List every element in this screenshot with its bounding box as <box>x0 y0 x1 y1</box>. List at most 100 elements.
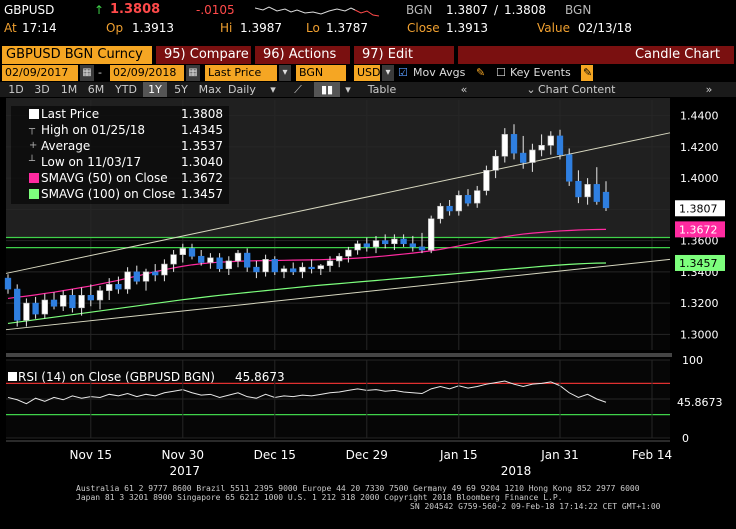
chart-type-button[interactable]: Candle Chart <box>458 46 734 64</box>
line-chart-icon[interactable]: ⟋ <box>294 83 302 96</box>
legend-swatch <box>29 109 39 119</box>
candle-body <box>336 255 343 262</box>
candle-body <box>32 302 39 315</box>
ask-source: BGN <box>565 3 592 17</box>
rsi-label: RSI (14) on Close (GBPUSD BGN) <box>18 370 215 384</box>
rsi-tick-label: 0 <box>682 432 689 445</box>
legend-item[interactable]: Last Price 1.3808 <box>11 106 229 122</box>
frequency-select[interactable]: Daily <box>228 83 256 96</box>
candle-body <box>262 259 269 273</box>
time-axis: Nov 15 Nov 30 Dec 15 Dec 29 Jan 15 Jan 31 Feb … <box>6 360 672 478</box>
period-ytd[interactable]: YTD <box>115 83 137 96</box>
price-tick-label: 1.3200 <box>680 297 719 310</box>
collapse-left-icon[interactable]: « <box>460 83 468 96</box>
candle-body <box>41 299 48 315</box>
legend-item[interactable]: ┴ Low on 11/03/17 1.3040 <box>11 154 229 170</box>
trend-line-upper <box>5 132 671 274</box>
price-grid <box>6 100 670 350</box>
candle-body <box>418 246 426 251</box>
date-tick-label: Jan 31 <box>540 448 579 462</box>
mov-avgs-checkbox-icon[interactable]: ☑ <box>398 66 408 79</box>
period-1y[interactable]: 1Y <box>143 82 167 97</box>
dropdown-icon[interactable]: ▾ <box>382 65 394 81</box>
calendar-icon[interactable]: ▦ <box>80 65 94 81</box>
candle-body <box>483 170 490 191</box>
candle-body <box>87 295 94 301</box>
key-events-checkbox-icon[interactable]: ☐ <box>496 66 506 79</box>
candle-body <box>363 243 370 248</box>
end-date-field[interactable]: 02/09/2018 <box>110 65 184 81</box>
period-5y[interactable]: 5Y <box>174 83 188 96</box>
edit-button[interactable]: 97) Edit <box>354 46 454 64</box>
candle-body <box>345 249 352 257</box>
candle-body <box>501 134 508 157</box>
chart-content-button[interactable]: Chart Content <box>538 83 616 96</box>
legend-item[interactable]: + Average 1.3537 <box>11 138 229 154</box>
dropdown-icon[interactable]: ▾ <box>345 83 351 96</box>
candle-body <box>510 134 518 154</box>
value-label: Value <box>537 21 570 35</box>
price-label-box <box>675 200 725 217</box>
price-tick-label: 1.4000 <box>680 172 719 185</box>
dropdown-icon[interactable]: ▾ <box>270 83 276 96</box>
period-3d[interactable]: 3D <box>34 83 50 96</box>
candle-body <box>96 290 104 301</box>
candle-body <box>280 268 288 273</box>
expand-right-icon[interactable]: » <box>705 83 713 96</box>
date-tick-label: Nov 30 <box>162 448 205 462</box>
table-button[interactable]: Table <box>367 83 397 96</box>
candle-body <box>455 195 462 212</box>
candle-body <box>492 155 499 171</box>
compare-button[interactable]: 95) Compare <box>156 46 251 64</box>
rsi-value-label: 45.8673 <box>677 396 723 409</box>
legend-name: Low on 11/03/17 <box>41 155 142 169</box>
actions-button[interactable]: 96) Actions <box>255 46 350 64</box>
last-price: 1.3808 <box>110 2 161 17</box>
legend-item[interactable]: SMAVG (100) on Close 1.3457 <box>11 186 229 202</box>
candle-body <box>133 271 140 282</box>
price-labels: 1.3807 1.3672 1.3457 <box>675 200 725 271</box>
candle-body <box>115 284 122 290</box>
key-events-label[interactable]: Key Events <box>510 66 571 79</box>
period-1d[interactable]: 1D <box>8 83 24 96</box>
pencil-icon[interactable]: ✎ <box>581 65 593 81</box>
candle-body <box>179 248 186 255</box>
date-tick-label: Feb 14 <box>632 448 672 462</box>
currency-field[interactable]: USD <box>354 65 381 81</box>
period-max[interactable]: Max <box>198 83 222 96</box>
candle-body <box>290 268 297 273</box>
ask: 1.3808 <box>504 3 546 17</box>
candle-chart-icon[interactable]: ▮▮ <box>314 82 340 97</box>
sparkline <box>255 6 380 17</box>
candle-body <box>391 238 398 245</box>
legend-name: High on 01/25/18 <box>41 123 146 137</box>
pencil-icon[interactable]: ✎ <box>476 66 486 79</box>
period-1m[interactable]: 1M <box>60 83 78 96</box>
period-6m[interactable]: 6M <box>87 83 105 96</box>
candle-body <box>354 243 361 251</box>
calendar-icon[interactable]: ▦ <box>186 65 200 81</box>
candle-body <box>216 257 223 270</box>
price-field-select[interactable]: Last Price <box>205 65 277 81</box>
candle-body <box>538 145 545 151</box>
mov-avgs-label[interactable]: Mov Avgs <box>413 66 466 79</box>
chevron-down-icon[interactable]: ⌄ <box>526 83 536 96</box>
source-field[interactable]: BGN <box>296 65 346 81</box>
dropdown-icon[interactable]: ▾ <box>279 65 291 81</box>
candle-body <box>372 240 380 248</box>
candle-body <box>14 288 21 321</box>
legend-item[interactable]: ┬ High on 01/25/18 1.4345 <box>11 122 229 138</box>
start-date-field[interactable]: 02/09/2017 <box>2 65 78 81</box>
sparkline-white <box>255 6 356 15</box>
candle-body <box>124 271 131 290</box>
price-tick-label: 1.4400 <box>680 110 719 123</box>
security-title[interactable]: GBPUSD BGN Curncy <box>2 46 152 64</box>
price-chart[interactable]: 1.30001.32001.34001.36001.38001.40001.42… <box>0 98 736 529</box>
candle-body <box>50 299 58 307</box>
quote-time: 17:14 <box>22 21 57 35</box>
rsi-line <box>7 380 607 405</box>
price-tick-label: 1.3600 <box>680 235 719 248</box>
legend-item[interactable]: SMAVG (50) on Close 1.3672 <box>11 170 229 186</box>
trend-lines <box>5 132 671 331</box>
candle-body <box>400 238 407 245</box>
